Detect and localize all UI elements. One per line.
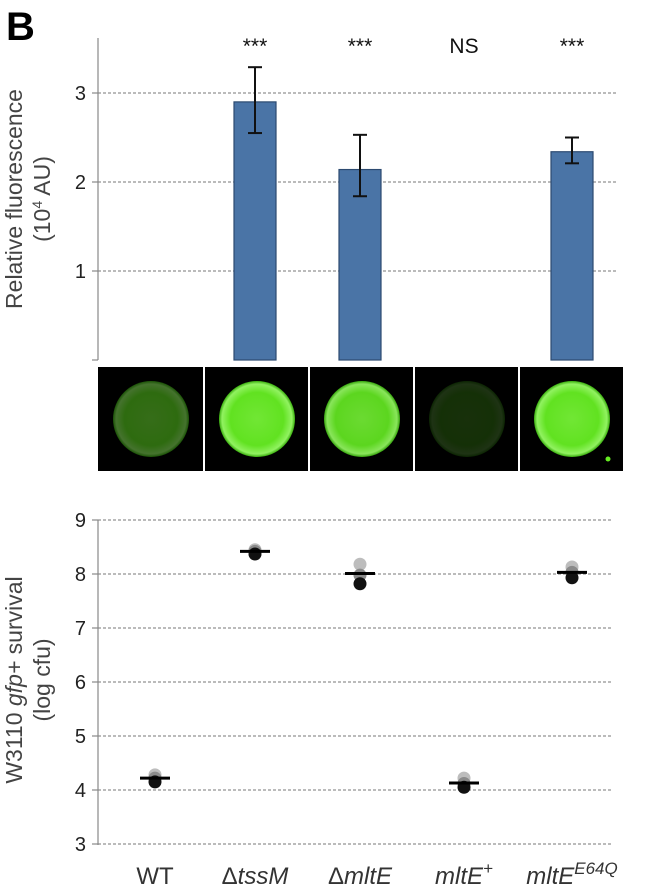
scatter-ytick-label-3: 6 bbox=[75, 672, 86, 694]
significance-label-4: *** bbox=[560, 35, 585, 58]
bar-ytick-label-2: 3 bbox=[75, 83, 86, 105]
x-label-2: ΔmltE bbox=[328, 863, 393, 890]
significance-label-2: *** bbox=[348, 35, 373, 58]
x-label-4: mltEE64Q bbox=[526, 859, 617, 890]
scatter-ytick-label-4: 7 bbox=[75, 618, 86, 640]
x-label-1: ΔtssM bbox=[222, 863, 289, 890]
fluorescence-bar-chart: 1 2 3 *** *** NS *** Relative fluorescence (1… bbox=[1, 35, 618, 361]
scatter-point-4-2 bbox=[565, 571, 579, 585]
scatter-mean-markers bbox=[140, 549, 587, 785]
bar-chart-bars bbox=[233, 101, 594, 361]
panel-label: B bbox=[6, 5, 35, 49]
scatter-y-label-line2: (log cfu) bbox=[29, 638, 55, 721]
fluorescence-spot-images bbox=[98, 367, 623, 471]
significance-label-1: *** bbox=[243, 35, 268, 58]
scatter-ytick-label-2: 5 bbox=[75, 726, 86, 748]
bar-ytick-label-1: 2 bbox=[75, 172, 86, 194]
scatter-ytick-label-0: 3 bbox=[75, 834, 86, 856]
survival-scatter-chart: 3 4 5 6 7 8 9 W3110 gfp+ survival (log cfu) bbox=[1, 510, 612, 856]
scatter-ytick-label-1: 4 bbox=[75, 780, 86, 802]
bar-chart-y-ticks: 1 2 3 bbox=[75, 83, 98, 283]
scatter-y-label-line1: W3110 gfp+ survival bbox=[1, 576, 27, 783]
scatter-point-2-0 bbox=[353, 557, 367, 571]
scatter-ytick-label-5: 8 bbox=[75, 564, 86, 586]
scatter-point-1-2 bbox=[248, 547, 262, 561]
spot-4 bbox=[534, 381, 610, 457]
scatter-ytick-label-6: 9 bbox=[75, 510, 86, 532]
scatter-gridlines bbox=[98, 519, 612, 845]
scatter-point-2-2 bbox=[353, 577, 367, 591]
bar-2 bbox=[338, 168, 382, 361]
bar-chart-y-label-line1: Relative fluorescence bbox=[1, 89, 27, 309]
spot-3 bbox=[429, 381, 505, 457]
x-label-0: WT bbox=[136, 863, 174, 890]
spot-speck bbox=[605, 456, 611, 462]
bar-chart-y-label-line2: (104 AU) bbox=[29, 156, 55, 242]
significance-label-3: NS bbox=[449, 35, 478, 58]
bar-chart-error-bars bbox=[248, 66, 579, 198]
bar-1 bbox=[233, 101, 277, 361]
bar-ytick-label-0: 1 bbox=[75, 261, 86, 283]
scatter-points bbox=[148, 543, 579, 794]
spot-0 bbox=[113, 381, 189, 457]
x-axis-category-labels: WT ΔtssM ΔmltE mltE+ mltEE64Q bbox=[136, 859, 617, 890]
bar-4 bbox=[550, 151, 594, 361]
spot-2 bbox=[324, 381, 400, 457]
x-label-3: mltE+ bbox=[435, 859, 493, 890]
scatter-y-ticks: 3 4 5 6 7 8 9 bbox=[75, 510, 98, 856]
spot-1 bbox=[219, 381, 295, 457]
bar-chart-significance-labels: *** *** NS *** bbox=[243, 35, 585, 58]
